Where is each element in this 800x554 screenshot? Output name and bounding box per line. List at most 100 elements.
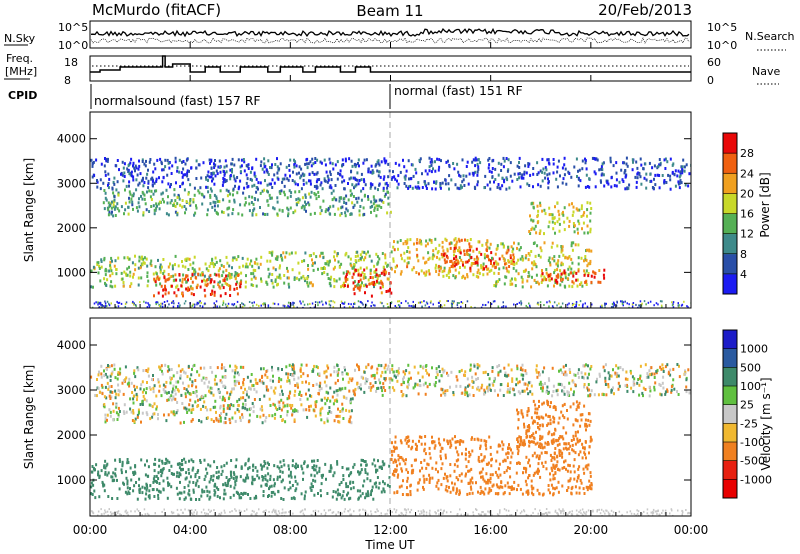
velocity-cell bbox=[222, 410, 225, 414]
power-cell bbox=[124, 305, 127, 308]
power-cell bbox=[255, 284, 258, 288]
velocity-cell bbox=[409, 484, 412, 488]
velocity-cell bbox=[338, 483, 341, 487]
power-cell bbox=[370, 259, 373, 263]
velocity-cell bbox=[455, 487, 458, 491]
velocity-cell bbox=[190, 408, 193, 412]
velocity-cell bbox=[242, 478, 245, 482]
velocity-cell bbox=[549, 453, 552, 457]
power-cell bbox=[457, 306, 459, 308]
velocity-cell bbox=[157, 471, 160, 475]
velocity-cell bbox=[457, 458, 460, 462]
velocity-cell bbox=[155, 407, 158, 411]
power-cell bbox=[217, 269, 220, 273]
power-cell bbox=[546, 158, 549, 162]
power-cell bbox=[447, 159, 449, 163]
power-cell bbox=[392, 170, 394, 174]
power-cell bbox=[369, 272, 372, 276]
power-cell bbox=[653, 164, 656, 168]
velocity-cell bbox=[554, 428, 557, 432]
power-cell bbox=[409, 184, 412, 188]
power-cell bbox=[618, 180, 621, 184]
power-cell bbox=[352, 265, 355, 269]
power-cell bbox=[583, 211, 586, 215]
power-cell bbox=[188, 169, 190, 173]
power-cell bbox=[457, 237, 460, 241]
velocity-cell bbox=[260, 484, 263, 488]
velocity-cell bbox=[405, 394, 408, 398]
power-cell bbox=[586, 264, 589, 268]
power-cell bbox=[593, 157, 596, 160]
power-cell bbox=[408, 185, 410, 189]
power-cell bbox=[474, 261, 477, 264]
power-cell bbox=[174, 156, 177, 160]
velocity-cell bbox=[242, 396, 245, 400]
power-cell bbox=[269, 306, 272, 308]
nave-tick-bottom: 0 bbox=[707, 74, 714, 87]
power-cell bbox=[334, 258, 336, 262]
power-cell bbox=[222, 265, 225, 269]
power-cell bbox=[278, 275, 281, 279]
velocity-cell bbox=[485, 472, 488, 476]
velocity-cell bbox=[502, 394, 505, 397]
power-cell bbox=[376, 262, 379, 266]
power-cell bbox=[405, 300, 407, 303]
velocity-cell bbox=[513, 487, 516, 491]
power-cell bbox=[363, 258, 365, 262]
velocity-cell bbox=[114, 376, 117, 380]
power-cell bbox=[253, 261, 256, 265]
power-cell bbox=[394, 265, 397, 269]
velocity-cell bbox=[240, 496, 243, 500]
power-cell bbox=[213, 263, 216, 267]
velocity-cell bbox=[361, 492, 364, 496]
power-cell bbox=[570, 267, 573, 271]
power-cell bbox=[502, 165, 505, 169]
power-cell bbox=[187, 192, 190, 196]
power-cell bbox=[497, 173, 500, 177]
power-cell bbox=[185, 280, 188, 284]
velocity-cell bbox=[104, 472, 107, 476]
power-cell bbox=[199, 186, 202, 190]
power-cell bbox=[403, 259, 406, 263]
power-cell bbox=[332, 167, 335, 171]
power-cell bbox=[518, 161, 520, 164]
power-cell bbox=[436, 255, 438, 259]
power-cell bbox=[385, 159, 388, 163]
power-cell bbox=[168, 166, 171, 170]
power-cell bbox=[329, 161, 332, 165]
power-cell bbox=[300, 276, 303, 280]
power-cell bbox=[227, 284, 230, 287]
power-cell bbox=[134, 164, 137, 168]
velocity-cell bbox=[268, 485, 271, 489]
power-cell bbox=[492, 263, 495, 267]
power-cell bbox=[355, 284, 358, 288]
power-cell bbox=[572, 241, 575, 245]
power-cell bbox=[664, 157, 667, 161]
power-cell bbox=[364, 283, 367, 287]
power-cell bbox=[297, 183, 299, 187]
noise-traces bbox=[90, 27, 690, 44]
velocity-cell bbox=[213, 378, 216, 382]
velocity-cell bbox=[273, 403, 276, 407]
power-cell bbox=[269, 196, 272, 200]
power-cell bbox=[539, 204, 542, 208]
velocity-cell bbox=[495, 483, 498, 487]
power-cell bbox=[245, 164, 248, 168]
power-cell bbox=[232, 208, 235, 212]
velocity-cell bbox=[230, 470, 233, 474]
power-cell bbox=[257, 266, 260, 270]
velocity-cell bbox=[314, 479, 317, 483]
velocity-cell bbox=[182, 381, 184, 385]
power-cell bbox=[639, 300, 642, 303]
power-cell bbox=[383, 268, 386, 272]
power-cell bbox=[572, 222, 575, 225]
power-cell bbox=[531, 275, 533, 279]
power-cell bbox=[564, 167, 567, 171]
power-cell bbox=[155, 303, 157, 306]
velocity-cell bbox=[507, 485, 510, 489]
velocity-cell bbox=[348, 377, 351, 381]
power-cell bbox=[615, 178, 618, 182]
power-cell bbox=[173, 302, 175, 305]
power-cell bbox=[231, 212, 234, 216]
power-cell bbox=[384, 261, 387, 265]
